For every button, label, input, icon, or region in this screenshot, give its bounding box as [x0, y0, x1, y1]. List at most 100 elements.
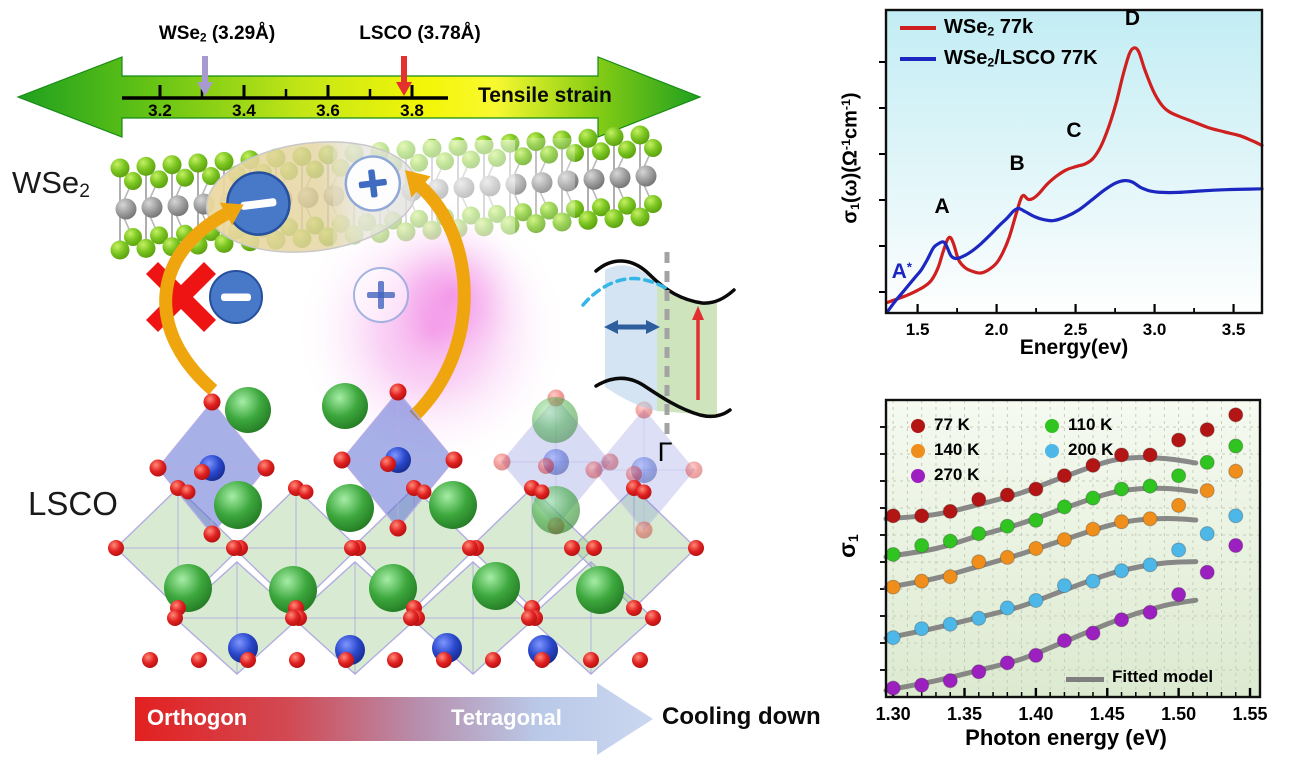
o-atom: [180, 484, 196, 500]
o-atom: [436, 652, 452, 668]
se-atom: [630, 125, 650, 145]
o-atom: [493, 453, 511, 471]
se-atom: [514, 147, 532, 166]
sigma1-temperature-chart: [880, 398, 1262, 699]
o-atom: [538, 458, 554, 474]
scatter-point-140K: [1114, 514, 1130, 530]
se-atom: [526, 132, 546, 152]
scatter-point-110K: [1028, 512, 1044, 528]
scatter-point-77K: [1142, 447, 1158, 463]
scatter-point-110K: [942, 533, 958, 549]
scatter-point-110K: [1056, 499, 1072, 515]
k-band-shade: [605, 265, 657, 411]
scatter-point-200K: [999, 600, 1015, 616]
scatter-point-140K: [1171, 497, 1187, 513]
o-atom: [380, 456, 396, 472]
o-atom: [601, 453, 619, 471]
scatter-point-200K: [1171, 542, 1187, 558]
scatter-point-110K: [971, 526, 987, 542]
o-atom: [688, 540, 704, 556]
o-atom: [194, 464, 210, 480]
se-atom: [514, 203, 532, 222]
o-atom: [191, 652, 207, 668]
scatter-point-270K: [1085, 625, 1101, 641]
electron-minus-icon: [226, 171, 291, 236]
o-atom: [344, 540, 360, 556]
o-atom: [521, 610, 537, 626]
se-atom: [176, 168, 194, 187]
scatter-point-270K: [1171, 587, 1187, 603]
o-atom: [685, 461, 703, 479]
curve-wse2_lsco_77k: [886, 178, 1264, 314]
scatter-point-140K: [1228, 463, 1244, 479]
w-atom: [583, 168, 605, 190]
se-atom: [540, 201, 558, 220]
se-atom: [592, 198, 610, 217]
scatter-point-110K: [1228, 438, 1244, 454]
scatter-point-200K: [1028, 592, 1044, 608]
se-atom: [578, 128, 598, 148]
transfer-arrow-right: [409, 181, 471, 421]
se-atom: [150, 226, 168, 245]
se-atom: [136, 238, 156, 258]
scatter-point-140K: [1085, 521, 1101, 537]
la-sr-atom: [576, 566, 624, 614]
scatter-point-200K: [1085, 573, 1101, 589]
scatter-point-77K: [999, 487, 1015, 503]
o-atom: [167, 610, 183, 626]
electron-minus-icon: [209, 270, 263, 324]
scatter-point-77K: [971, 491, 987, 507]
scatter-point-270K: [999, 655, 1015, 671]
scatter-point-270K: [942, 673, 958, 689]
scatter-point-200K: [1056, 578, 1072, 594]
scatter-point-110K: [914, 538, 930, 554]
la-sr-atom: [326, 484, 374, 532]
se-atom: [566, 199, 584, 218]
scatter-point-200K: [942, 616, 958, 632]
scatter-point-200K: [885, 630, 901, 646]
w-atom: [635, 165, 657, 187]
se-atom: [110, 240, 130, 260]
scatter-point-200K: [1199, 526, 1215, 542]
blocked-electron-transfer: [145, 261, 409, 333]
scatter-point-140K: [999, 549, 1015, 565]
optical-conductivity-chart: [879, 8, 1264, 315]
scatter-point-77K: [942, 503, 958, 519]
scatter-point-110K: [1171, 468, 1187, 484]
o-atom: [534, 484, 550, 500]
o-atom: [462, 540, 478, 556]
scatter-point-140K: [914, 573, 930, 589]
o-atom: [285, 610, 301, 626]
o-atom: [534, 652, 550, 668]
la-sr-atom: [429, 481, 477, 529]
scatter-point-140K: [885, 579, 901, 595]
la-sr-atom: [532, 397, 578, 443]
scatter-point-140K: [1028, 541, 1044, 556]
w-atom: [167, 195, 189, 217]
scatter-point-140K: [1056, 532, 1072, 548]
se-atom: [644, 139, 662, 157]
scatter-point-270K: [1114, 612, 1130, 628]
w-atom: [141, 196, 163, 218]
band-structure-diagram: [581, 252, 736, 440]
w-atom: [115, 198, 137, 220]
se-atom: [136, 156, 156, 176]
scatter-point-77K: [885, 508, 901, 524]
wse2-pointer-arrow-icon: [197, 56, 213, 96]
se-atom: [540, 145, 558, 164]
la-sr-atom: [472, 562, 520, 610]
scatter-point-77K: [1056, 468, 1072, 484]
scatter-point-270K: [1199, 564, 1215, 580]
curve-wse2_77k: [886, 46, 1264, 304]
la-sr-atom: [225, 387, 271, 433]
scatter-point-77K: [1114, 447, 1130, 463]
o-atom: [257, 459, 275, 477]
se-atom: [214, 151, 234, 171]
o-atom: [626, 466, 642, 482]
la-sr-atom: [214, 481, 262, 529]
scatter-point-140K: [1142, 511, 1158, 527]
o-atom: [626, 600, 642, 616]
shifted-band-dashed-curve: [581, 276, 671, 307]
scatter-point-200K: [1142, 557, 1158, 573]
